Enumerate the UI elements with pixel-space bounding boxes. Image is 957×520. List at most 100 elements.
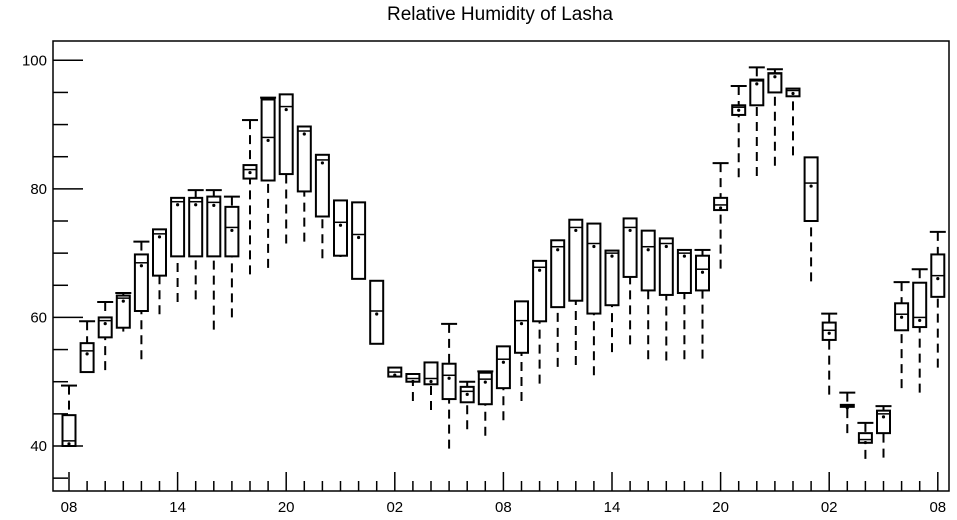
mean-dot — [357, 235, 361, 240]
mean-dot — [447, 376, 451, 380]
x-tick-label: 14 — [169, 499, 186, 516]
box — [568, 218, 584, 302]
mean-dot — [519, 322, 524, 326]
mean-dot — [121, 299, 125, 303]
box — [477, 371, 493, 406]
y-tick-label: 80 — [30, 181, 47, 198]
mean-dot — [719, 206, 723, 210]
mean-dot — [302, 132, 306, 136]
mean-dot — [755, 82, 759, 86]
mean-dot — [809, 184, 813, 188]
mean-dot — [411, 379, 415, 384]
mean-dot — [212, 203, 216, 207]
mean-dot — [628, 228, 632, 233]
box — [749, 78, 765, 107]
y-tick-label: 100 — [22, 52, 47, 69]
x-tick-label: 08 — [61, 499, 78, 516]
box — [713, 196, 729, 212]
x-tick-label: 20 — [278, 499, 295, 516]
mean-dot — [157, 235, 162, 239]
mean-dot — [827, 331, 831, 335]
x-tick-label: 02 — [386, 499, 403, 516]
box — [514, 300, 529, 354]
mean-dot — [375, 312, 379, 316]
mean-dot — [103, 322, 107, 326]
box — [912, 281, 928, 329]
mean-dot — [863, 440, 868, 445]
box — [133, 253, 149, 313]
y-tick-label: 60 — [30, 309, 47, 326]
mean-dot — [664, 244, 668, 249]
box — [61, 414, 77, 447]
box — [206, 195, 222, 258]
mean-dot — [918, 318, 922, 323]
x-tick-label: 02 — [821, 499, 838, 516]
mean-dot — [773, 75, 777, 79]
box — [658, 237, 674, 296]
mean-dot — [338, 223, 343, 227]
box — [351, 201, 367, 280]
mean-dot — [465, 392, 469, 396]
mean-dot — [248, 170, 252, 175]
box — [676, 248, 692, 295]
mean-dot — [574, 228, 578, 233]
x-tick-label: 14 — [604, 499, 621, 516]
box — [79, 342, 95, 374]
mean-dot — [266, 138, 270, 143]
box — [532, 259, 548, 323]
y-tick-label: 40 — [30, 438, 47, 455]
mean-dot — [646, 248, 650, 252]
mean-dot — [610, 254, 614, 258]
box — [170, 196, 186, 258]
box — [803, 156, 819, 223]
box — [369, 279, 385, 345]
box — [296, 125, 312, 193]
box — [333, 199, 348, 257]
mean-dot — [284, 107, 288, 112]
box — [876, 409, 891, 435]
mean-dot — [881, 415, 886, 419]
x-tick-label: 08 — [495, 499, 512, 516]
mean-dot — [737, 108, 741, 112]
box — [115, 294, 131, 329]
box — [622, 217, 638, 278]
mean-dot — [791, 91, 795, 96]
box — [586, 222, 602, 315]
box — [314, 153, 330, 218]
x-tick-label: 20 — [712, 499, 729, 516]
mean-dot — [700, 270, 705, 274]
plot-frame — [52, 40, 950, 492]
chart-title: Relative Humidity of Lasha — [387, 4, 613, 25]
mean-dot — [900, 315, 904, 319]
box — [188, 196, 204, 258]
mean-dot — [393, 373, 397, 377]
box — [495, 345, 511, 390]
mean-dot — [176, 203, 180, 207]
box — [441, 362, 457, 401]
box — [550, 239, 566, 309]
mean-dot — [230, 228, 234, 233]
box — [278, 93, 294, 176]
x-tick-label: 08 — [929, 499, 946, 516]
mean-dot — [501, 360, 505, 364]
mean-dot — [936, 277, 940, 281]
box — [97, 316, 113, 339]
mean-dot — [538, 268, 542, 272]
mean-dot — [320, 161, 324, 165]
box — [640, 229, 656, 292]
mean-dot — [67, 442, 71, 446]
mean-dot — [845, 406, 849, 410]
mean-dot — [483, 380, 487, 384]
box — [152, 228, 167, 277]
box — [604, 249, 620, 307]
mean-dot — [592, 244, 596, 249]
box — [821, 321, 837, 341]
mean-dot — [85, 352, 89, 356]
mean-dot — [682, 254, 687, 258]
mean-dot — [194, 203, 198, 207]
mean-dot — [429, 379, 433, 384]
mean-dot — [556, 248, 560, 252]
mean-dot — [139, 264, 143, 268]
